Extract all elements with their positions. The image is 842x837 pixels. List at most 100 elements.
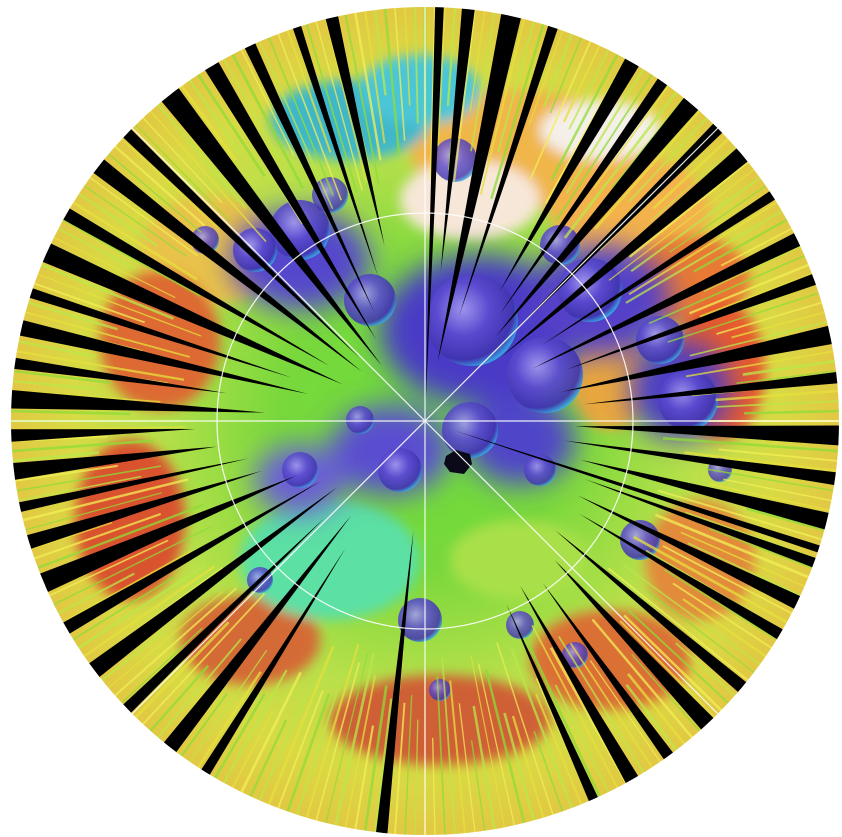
data-gap-wedge [10, 458, 249, 515]
orbit-track [58, 216, 201, 297]
orbit-track [104, 591, 224, 692]
orbit-track [657, 489, 827, 542]
orbit-track [669, 182, 771, 253]
orbit-track [543, 28, 575, 108]
orbit-track [110, 587, 238, 700]
orbit-track [563, 87, 681, 239]
orbit-track [13, 339, 96, 358]
orbit-track [685, 349, 839, 378]
orbit-track [284, 25, 332, 153]
data-gap-wedge [532, 228, 811, 369]
orbit-track [238, 45, 295, 157]
orbit-track [186, 75, 243, 156]
orbit-track [503, 712, 537, 826]
orbit-track [648, 252, 810, 325]
orbit-track [630, 173, 765, 273]
orbit-track [53, 572, 135, 617]
orbit-track [32, 271, 202, 337]
orbit-track [343, 675, 376, 833]
data-gap-wedge [10, 429, 196, 443]
orbit-track [625, 207, 787, 304]
orbit-track [569, 642, 656, 772]
data-gap-wedge [542, 185, 785, 345]
orbit-track [29, 281, 145, 324]
data-gap-wedge [10, 389, 266, 413]
orbit-track [470, 655, 507, 833]
orbit-track [715, 389, 840, 402]
orbit-track [304, 644, 360, 823]
orbit-track [654, 513, 814, 581]
orbit-track [723, 478, 837, 503]
orbit-track [353, 7, 382, 161]
data-gap-wedge [499, 69, 674, 315]
orbit-track [716, 399, 840, 408]
data-gap-wedge [425, 6, 445, 401]
orbit-track [10, 464, 118, 483]
orbit-track [220, 54, 281, 160]
orbit-track [622, 564, 765, 668]
orbit-track [662, 437, 840, 453]
orbit-track [131, 621, 230, 722]
data-gap-wedge [80, 487, 338, 684]
orbit-track [628, 157, 753, 258]
orbit-track [211, 693, 266, 783]
orbit-track [23, 300, 118, 331]
orbit-track [104, 150, 202, 233]
orbit-track [314, 662, 361, 826]
orbit-track [85, 174, 199, 257]
orbit-track [11, 349, 185, 381]
data-gap-wedge [554, 560, 722, 738]
data-gap-wedge [19, 284, 292, 378]
orbit-track [363, 685, 388, 836]
orbit-track [628, 113, 711, 203]
data-gap-wedge [10, 446, 217, 482]
orbit-track [363, 6, 386, 144]
orbit-track [619, 620, 719, 722]
orbit-track [68, 198, 198, 281]
orbit-track [97, 630, 165, 685]
orbit-track [220, 669, 288, 788]
orbit-track [10, 409, 131, 416]
orbit-track [593, 81, 672, 190]
data-gap-wedge [374, 530, 414, 836]
orbit-track [73, 564, 206, 652]
orbit-track [528, 25, 565, 125]
orbit-track [680, 531, 810, 590]
graticule [10, 6, 840, 836]
data-gap-wedge [154, 79, 382, 366]
orbit-track [20, 310, 191, 358]
orbit-track [131, 120, 230, 221]
data-gap-wedge [289, 15, 379, 279]
orbit-track [36, 261, 175, 320]
data-gap-wedge [53, 202, 330, 366]
orbit-track [177, 692, 228, 761]
orbit-track [703, 243, 806, 292]
orbit-track [441, 657, 457, 836]
data-gap-wedge [437, 6, 524, 363]
orbit-track [44, 539, 169, 599]
orbit-track [689, 319, 832, 357]
data-gap-wedge [195, 548, 346, 785]
orbit-track [716, 300, 827, 335]
orbit-track [324, 653, 369, 828]
orbit-track [229, 710, 274, 793]
orbit-track [275, 690, 324, 814]
data-gap-wedge [555, 530, 755, 700]
orbit-track [146, 106, 267, 243]
data-gap-wedge [459, 15, 562, 317]
orbit-track [555, 69, 656, 221]
orbit-track [662, 545, 797, 617]
orbit-track [404, 6, 411, 106]
orbit-track [689, 261, 814, 315]
data-gap-wedge [584, 479, 827, 572]
orbit-track [709, 482, 835, 513]
orbit-track [718, 448, 840, 463]
orbit-track [607, 567, 753, 685]
orbit-track [256, 36, 334, 210]
orbit-track [625, 684, 681, 755]
pole-shadow [444, 450, 472, 474]
orbit-track [458, 703, 477, 836]
orbit-track [393, 702, 406, 836]
orbit-track [373, 6, 387, 96]
